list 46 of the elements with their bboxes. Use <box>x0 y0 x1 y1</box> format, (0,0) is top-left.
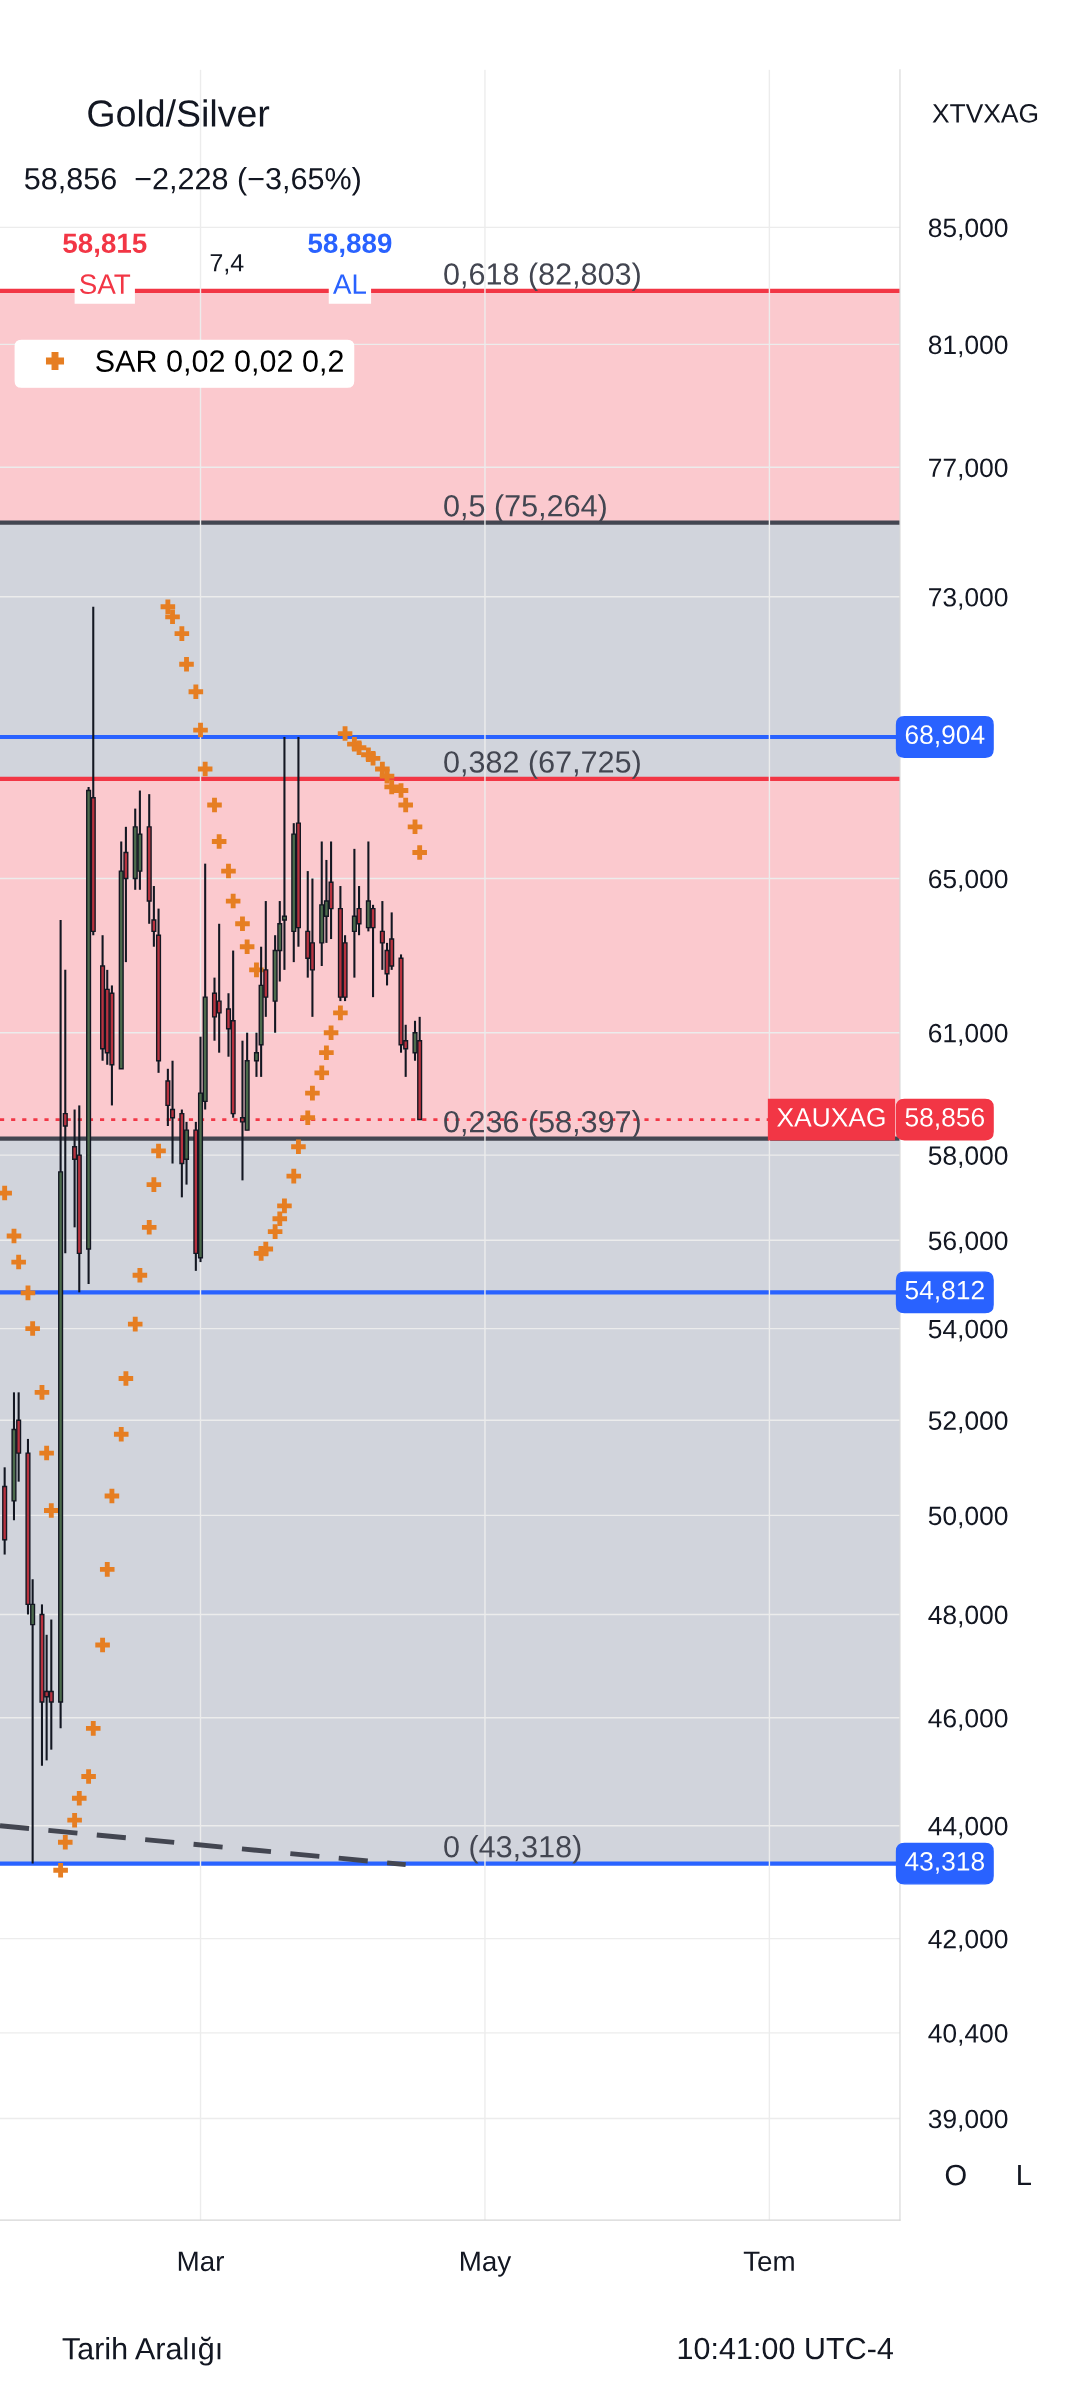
annotation: 58,889 <box>308 233 392 258</box>
y-tick-label: 56,000 <box>928 1231 1008 1254</box>
y-tick-label: 58,000 <box>928 1146 1008 1169</box>
annotation: 0,236 (58,397) <box>444 1110 640 1139</box>
y-tick-label: 61,000 <box>929 1023 1008 1046</box>
annotation: 0,382 (67,725) <box>444 750 640 779</box>
y-tick-label: 77,000 <box>929 458 1008 481</box>
annotation: AL <box>332 274 366 294</box>
candlestick <box>370 903 376 999</box>
y-tick-label: 50,000 <box>928 1506 1008 1529</box>
y-tick-label: 44,000 <box>928 1816 1008 1839</box>
ref-line-label: 43,318 <box>905 1852 985 1874</box>
candlestick <box>239 1039 246 1182</box>
y-tick-label: 46,000 <box>928 1708 1008 1731</box>
ref-line-label: 54,812 <box>905 1280 984 1303</box>
y-tick-label: 40,400 <box>928 2024 1008 2046</box>
y-tick-label: 73,000 <box>929 587 1008 610</box>
ref-line-label: 58,856 <box>905 1107 985 1130</box>
candlestick <box>169 1059 176 1165</box>
y-tick-label: 39,000 <box>928 2109 1008 2132</box>
x-tick-label: May <box>461 2251 512 2277</box>
text: Tarih Aralığı <box>62 2336 221 2366</box>
text: O <box>945 2164 966 2186</box>
text: 58,856 −2,228 (−3,65%) <box>24 167 360 196</box>
y-tick-label: 65,000 <box>929 869 1008 892</box>
y-tick-label: 85,000 <box>928 218 1008 241</box>
annotation: 0,618 (82,803) <box>444 262 640 291</box>
y-tick-label: 52,000 <box>928 1411 1008 1434</box>
y-tick-label: 48,000 <box>928 1605 1008 1628</box>
x-tick-label: Mar <box>178 2251 224 2272</box>
x-tick-label: Tem <box>743 2251 794 2272</box>
y-tick-label: 42,000 <box>928 1929 1008 1952</box>
legend-label: SAR 0,02 0,02 0,2 <box>96 350 343 376</box>
annotation: 0 (43,318) <box>444 1835 581 1864</box>
text: Gold/Silver <box>88 99 270 127</box>
text: 10:41:00 UTC-4 <box>678 2337 893 2360</box>
annotation: 58,815 <box>63 233 147 258</box>
annotation: 7,4 <box>210 254 244 275</box>
y-tick-label: 81,000 <box>928 335 1008 358</box>
ref-line-label: 68,904 <box>905 725 985 748</box>
annotation: 0,5 (75,264) <box>444 494 606 523</box>
y-tick-label: 54,000 <box>928 1319 1008 1342</box>
annotation: SAT <box>80 274 131 295</box>
text: XTVXAG <box>932 103 1038 123</box>
text: L <box>1018 2165 1031 2186</box>
annotation: XAUXAG <box>777 1107 885 1127</box>
